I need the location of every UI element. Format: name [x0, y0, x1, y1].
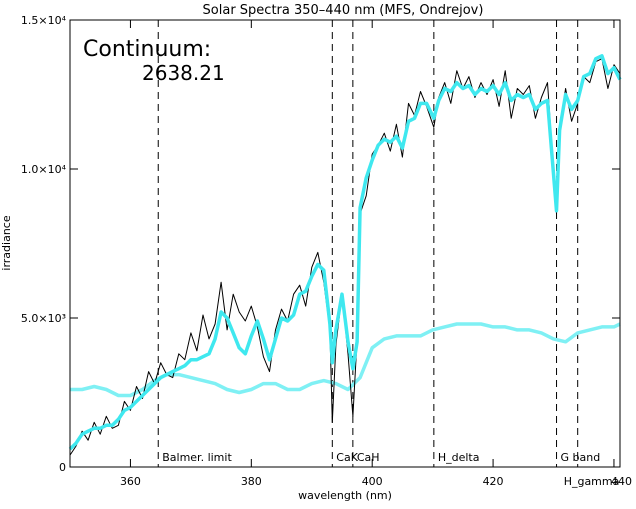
marker-label-5: H_gamma	[564, 475, 620, 488]
x-axis-ticks: 360 380 400 420 440	[120, 20, 632, 488]
marker-label-0: Balmer. limit	[162, 451, 232, 464]
y-tick-label: 5.0×10³	[21, 312, 66, 325]
series-line-0	[69, 58, 621, 456]
marker-label-1: CaK	[336, 451, 358, 464]
y-tick-label: 1.0×10⁴	[21, 163, 67, 176]
y-axis-label: irradiance	[0, 215, 13, 270]
series-line-1	[68, 54, 622, 451]
marker-label-3: H_delta	[438, 451, 480, 464]
continuum-label: Continuum:	[83, 37, 211, 62]
marker-label-2: CaH	[357, 451, 380, 464]
x-tick-label: 380	[241, 475, 262, 488]
x-tick-label: 440	[611, 475, 632, 488]
chart-title: Solar Spectra 350–440 nm (MFS, Ondrejov)	[203, 3, 484, 18]
y-axis-ticks: 0 5.0×10³ 1.0×10⁴ 1.5×10⁴	[21, 14, 620, 474]
y-tick-label: 1.5×10⁴	[21, 14, 67, 27]
marker-label-4: G band	[561, 451, 601, 464]
x-tick-label: 420	[483, 475, 504, 488]
y-tick-label: 0	[59, 461, 66, 474]
x-tick-label: 360	[120, 475, 141, 488]
plot-frame	[69, 19, 621, 468]
x-tick-label: 400	[362, 475, 383, 488]
x-axis-label: wavelength (nm)	[298, 489, 392, 502]
series-group	[68, 54, 622, 456]
continuum-value: 2638.21	[142, 61, 225, 85]
